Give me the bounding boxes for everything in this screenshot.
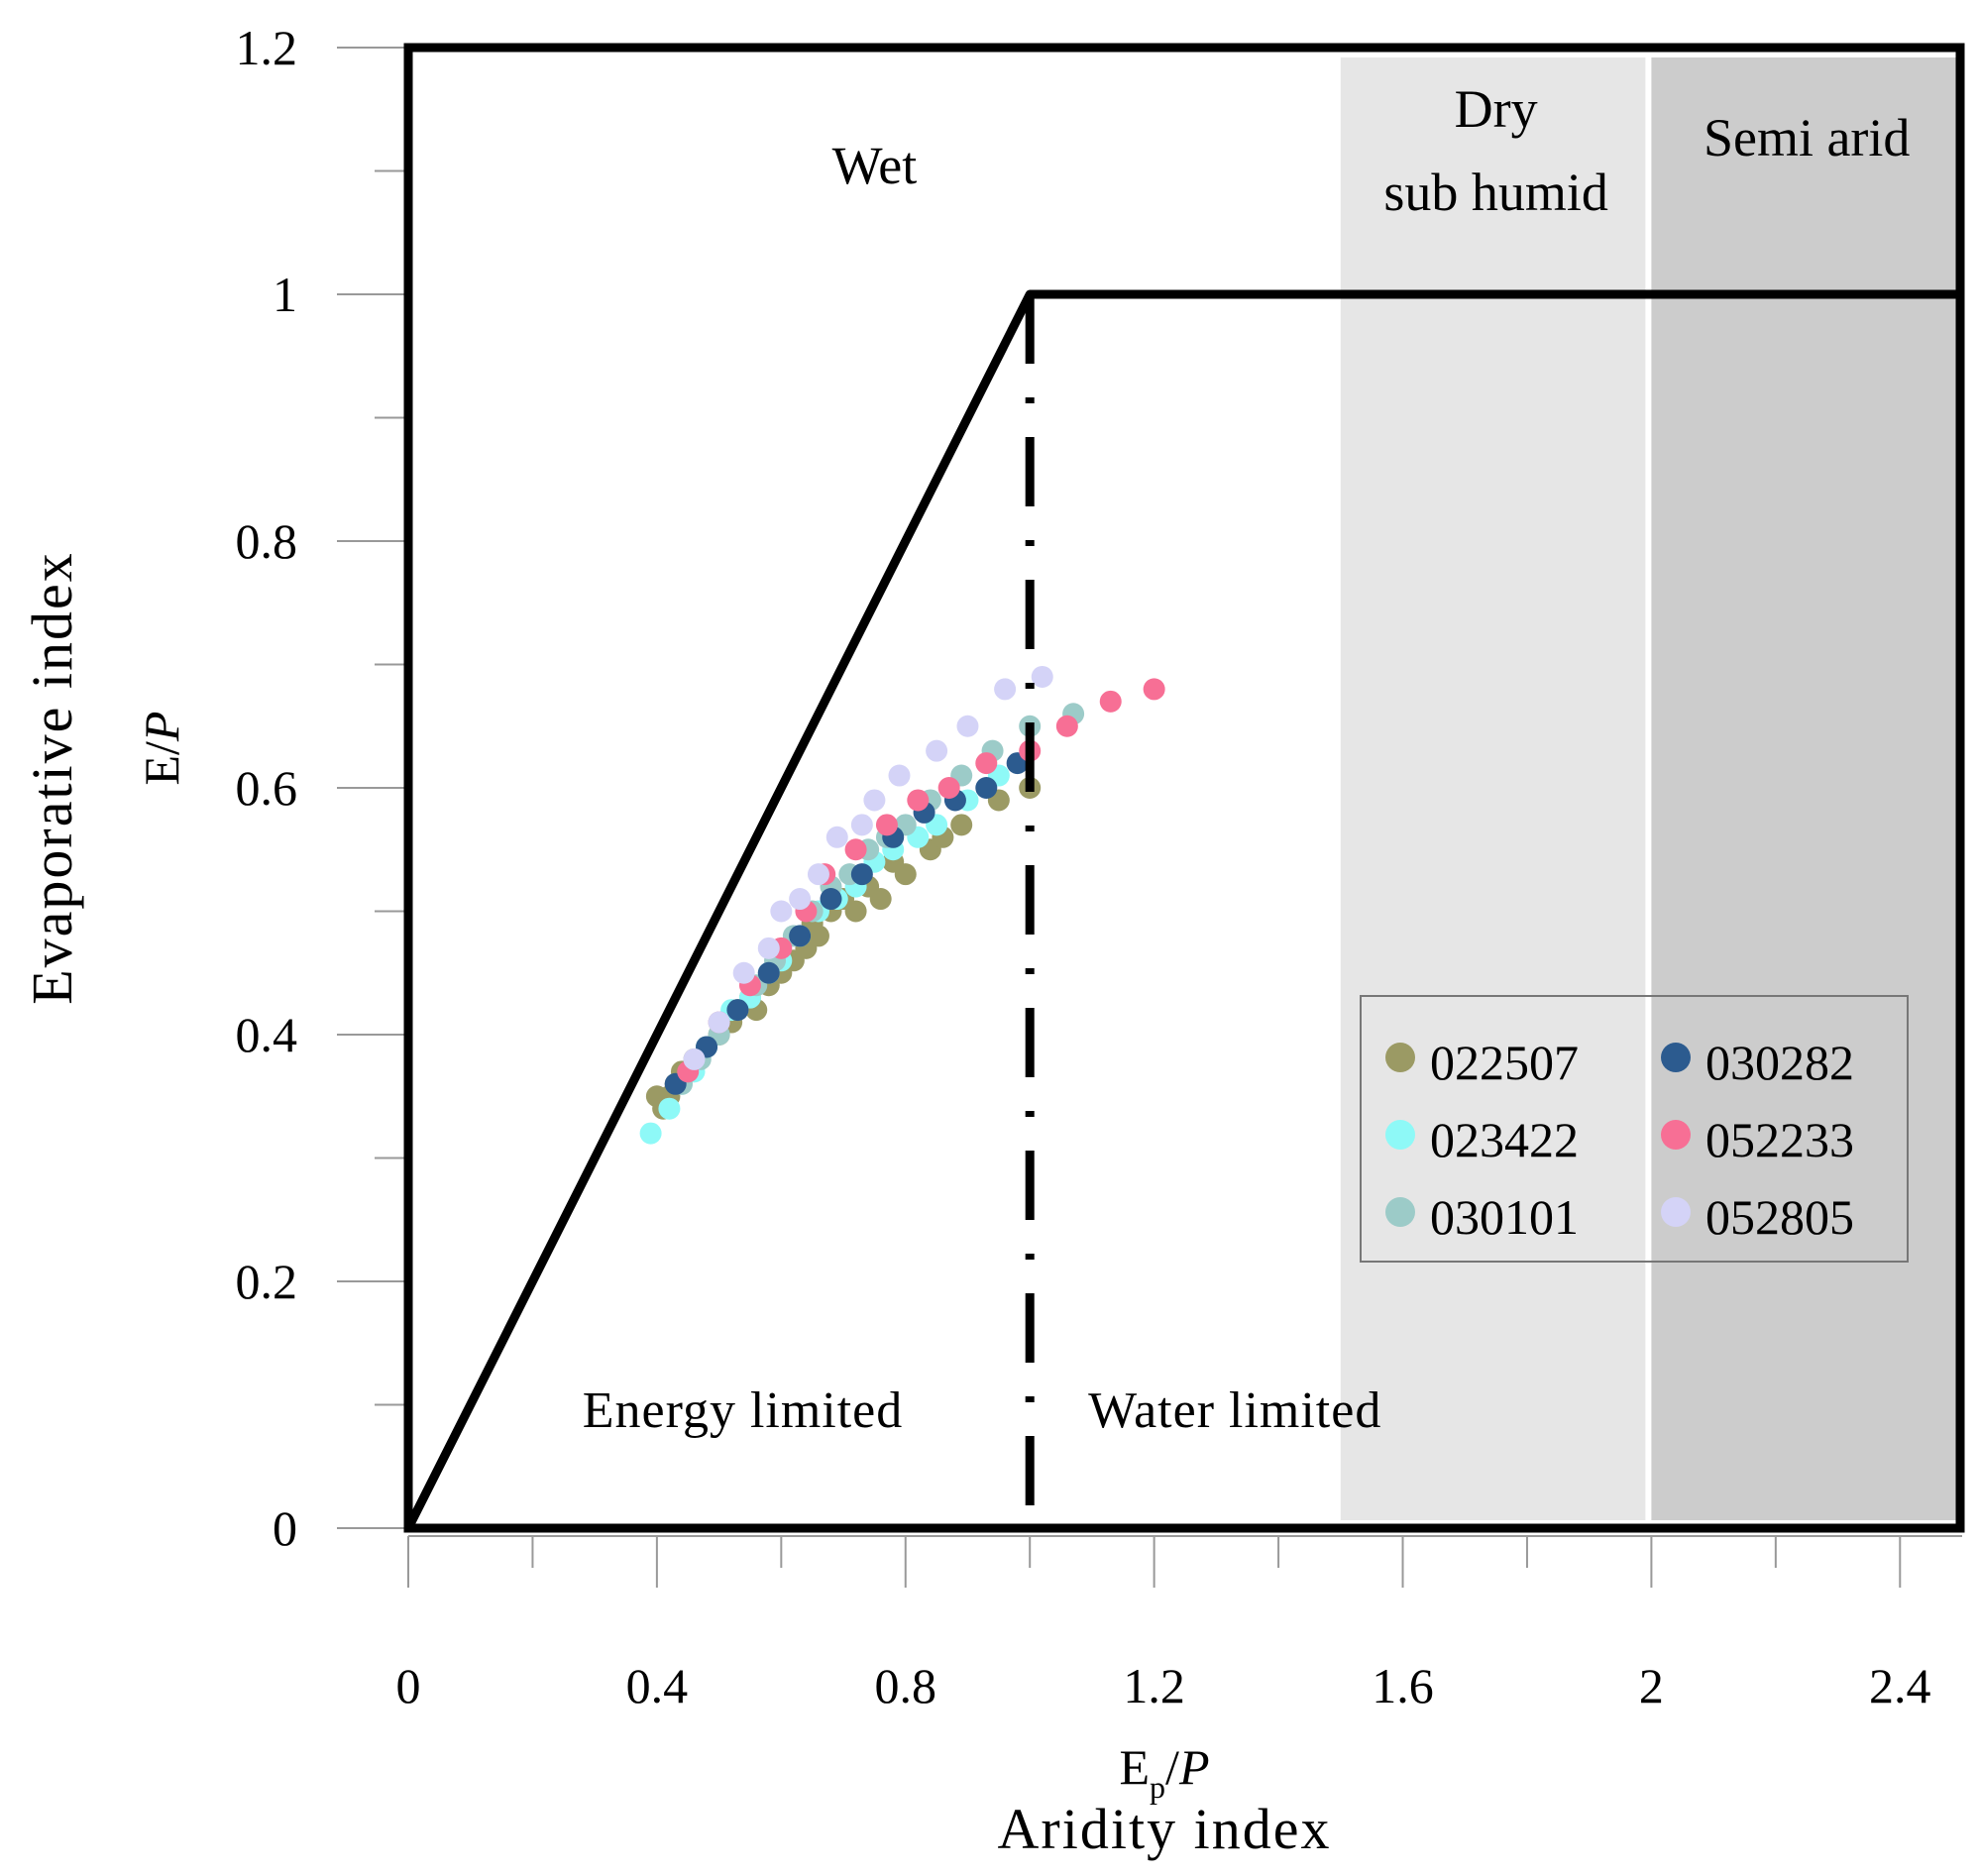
y-axis-title: Evaporative index <box>20 551 84 1005</box>
text-labels: Ep/P Aridity index E/P Evaporative index… <box>20 79 1910 1861</box>
region-dry-sub-humid <box>1340 57 1646 1520</box>
point-030282 <box>820 888 842 911</box>
point-052805 <box>825 826 848 848</box>
region-semi-arid <box>1651 57 1956 1520</box>
legend-marker-022507 <box>1385 1043 1415 1072</box>
point-022507 <box>894 863 917 886</box>
legend-label-030282: 030282 <box>1705 1035 1854 1090</box>
point-052805 <box>1031 665 1053 688</box>
legend-box <box>1360 995 1909 1263</box>
point-052805 <box>789 888 812 911</box>
x-tick-label: 0.4 <box>626 1658 689 1713</box>
point-030282 <box>726 999 749 1022</box>
point-030282 <box>789 925 812 947</box>
legend-label-022507: 022507 <box>1430 1035 1579 1090</box>
region-label-wet: Wet <box>832 136 918 195</box>
point-052233 <box>907 789 930 812</box>
legend-marker-030101 <box>1385 1197 1415 1227</box>
y-axis-math-label: E/P <box>134 712 189 786</box>
plot-frame <box>403 43 1965 1533</box>
y-math-italic: P <box>134 712 189 743</box>
point-052233 <box>937 777 960 799</box>
point-052805 <box>994 678 1017 701</box>
region-label-dry-sub-humid: Dry sub humid <box>1383 79 1608 222</box>
y-tick-label: 0.4 <box>236 1007 298 1062</box>
point-022507 <box>869 888 892 911</box>
y-tick-label: 0 <box>273 1500 297 1556</box>
point-052805 <box>770 900 793 923</box>
legend-label-052805: 052805 <box>1705 1189 1854 1245</box>
point-052805 <box>757 937 780 959</box>
point-022507 <box>807 925 829 947</box>
x-tick-label: 2.4 <box>1869 1658 1931 1713</box>
point-023422 <box>639 1122 662 1145</box>
y-tick-label: 0.8 <box>236 513 298 569</box>
x-math-part: E <box>1120 1739 1151 1795</box>
legend-label-030101: 030101 <box>1430 1189 1579 1245</box>
x-tick-label: 1.2 <box>1123 1658 1185 1713</box>
region-label-wet-line: Wet <box>832 136 918 195</box>
x-tick-label: 1.6 <box>1372 1658 1434 1713</box>
axes: 0 0.2 0.4 0.6 0.8 1 1.2 0 0.4 0.8 1.2 1.6 2 2.4 <box>236 20 1962 1713</box>
point-030282 <box>850 863 873 886</box>
energy-limited-label: Energy limited <box>583 1382 904 1439</box>
energy-limit-line <box>403 289 1035 1533</box>
legend-label-052233: 052233 <box>1705 1112 1854 1167</box>
point-052805 <box>863 789 886 812</box>
y-tick-label: 0.2 <box>236 1254 298 1309</box>
point-052805 <box>850 814 873 836</box>
legend-marker-023422 <box>1385 1120 1415 1150</box>
point-052233 <box>975 752 998 775</box>
point-023422 <box>658 1097 681 1120</box>
scatter-points <box>639 665 1165 1145</box>
x-tick-label: 0 <box>396 1658 421 1713</box>
point-052233 <box>1099 690 1122 713</box>
point-022507 <box>950 814 973 836</box>
y-tick-label: 1.2 <box>236 20 298 75</box>
point-052805 <box>683 1048 706 1070</box>
budyko-limits <box>403 43 1965 1533</box>
x-axis-title: Aridity index <box>998 1797 1332 1861</box>
y-tick-label: 0.6 <box>236 760 298 816</box>
point-052233 <box>1055 715 1078 737</box>
region-label-semi-arid-line: Semi arid <box>1704 108 1910 167</box>
legend: 022507 023422 030101 030282 052233 052805 <box>1360 995 1909 1263</box>
y-math-part: E/ <box>134 741 189 786</box>
point-052805 <box>926 739 948 762</box>
point-030282 <box>757 961 780 984</box>
region-label-dry-sub-humid-line: sub humid <box>1383 163 1608 222</box>
point-052233 <box>1143 678 1165 701</box>
x-math-part: / <box>1165 1739 1179 1795</box>
region-label-semi-arid: Semi arid <box>1704 108 1910 167</box>
point-052805 <box>956 715 979 737</box>
y-tick-label: 1 <box>273 267 297 322</box>
point-052233 <box>875 814 898 836</box>
point-030282 <box>975 777 998 799</box>
point-022507 <box>844 900 867 923</box>
x-tick-label: 0.8 <box>875 1658 937 1713</box>
point-052805 <box>888 764 911 787</box>
point-052805 <box>732 961 755 984</box>
x-axis-math-label: Ep/P <box>1120 1739 1210 1805</box>
water-limited-label: Water limited <box>1088 1382 1381 1439</box>
x-math-italic: P <box>1178 1739 1210 1795</box>
legend-marker-030282 <box>1661 1043 1691 1072</box>
region-label-dry-sub-humid-line: Dry <box>1455 79 1538 139</box>
legend-marker-052805 <box>1661 1197 1691 1227</box>
x-math-subscript: p <box>1150 1769 1165 1805</box>
legend-marker-052233 <box>1661 1120 1691 1150</box>
legend-label-023422: 023422 <box>1430 1112 1579 1167</box>
climate-regions <box>1340 57 1956 1520</box>
point-052233 <box>844 838 867 861</box>
point-052805 <box>708 1011 730 1034</box>
x-tick-label: 2 <box>1639 1658 1664 1713</box>
point-052805 <box>807 863 829 886</box>
